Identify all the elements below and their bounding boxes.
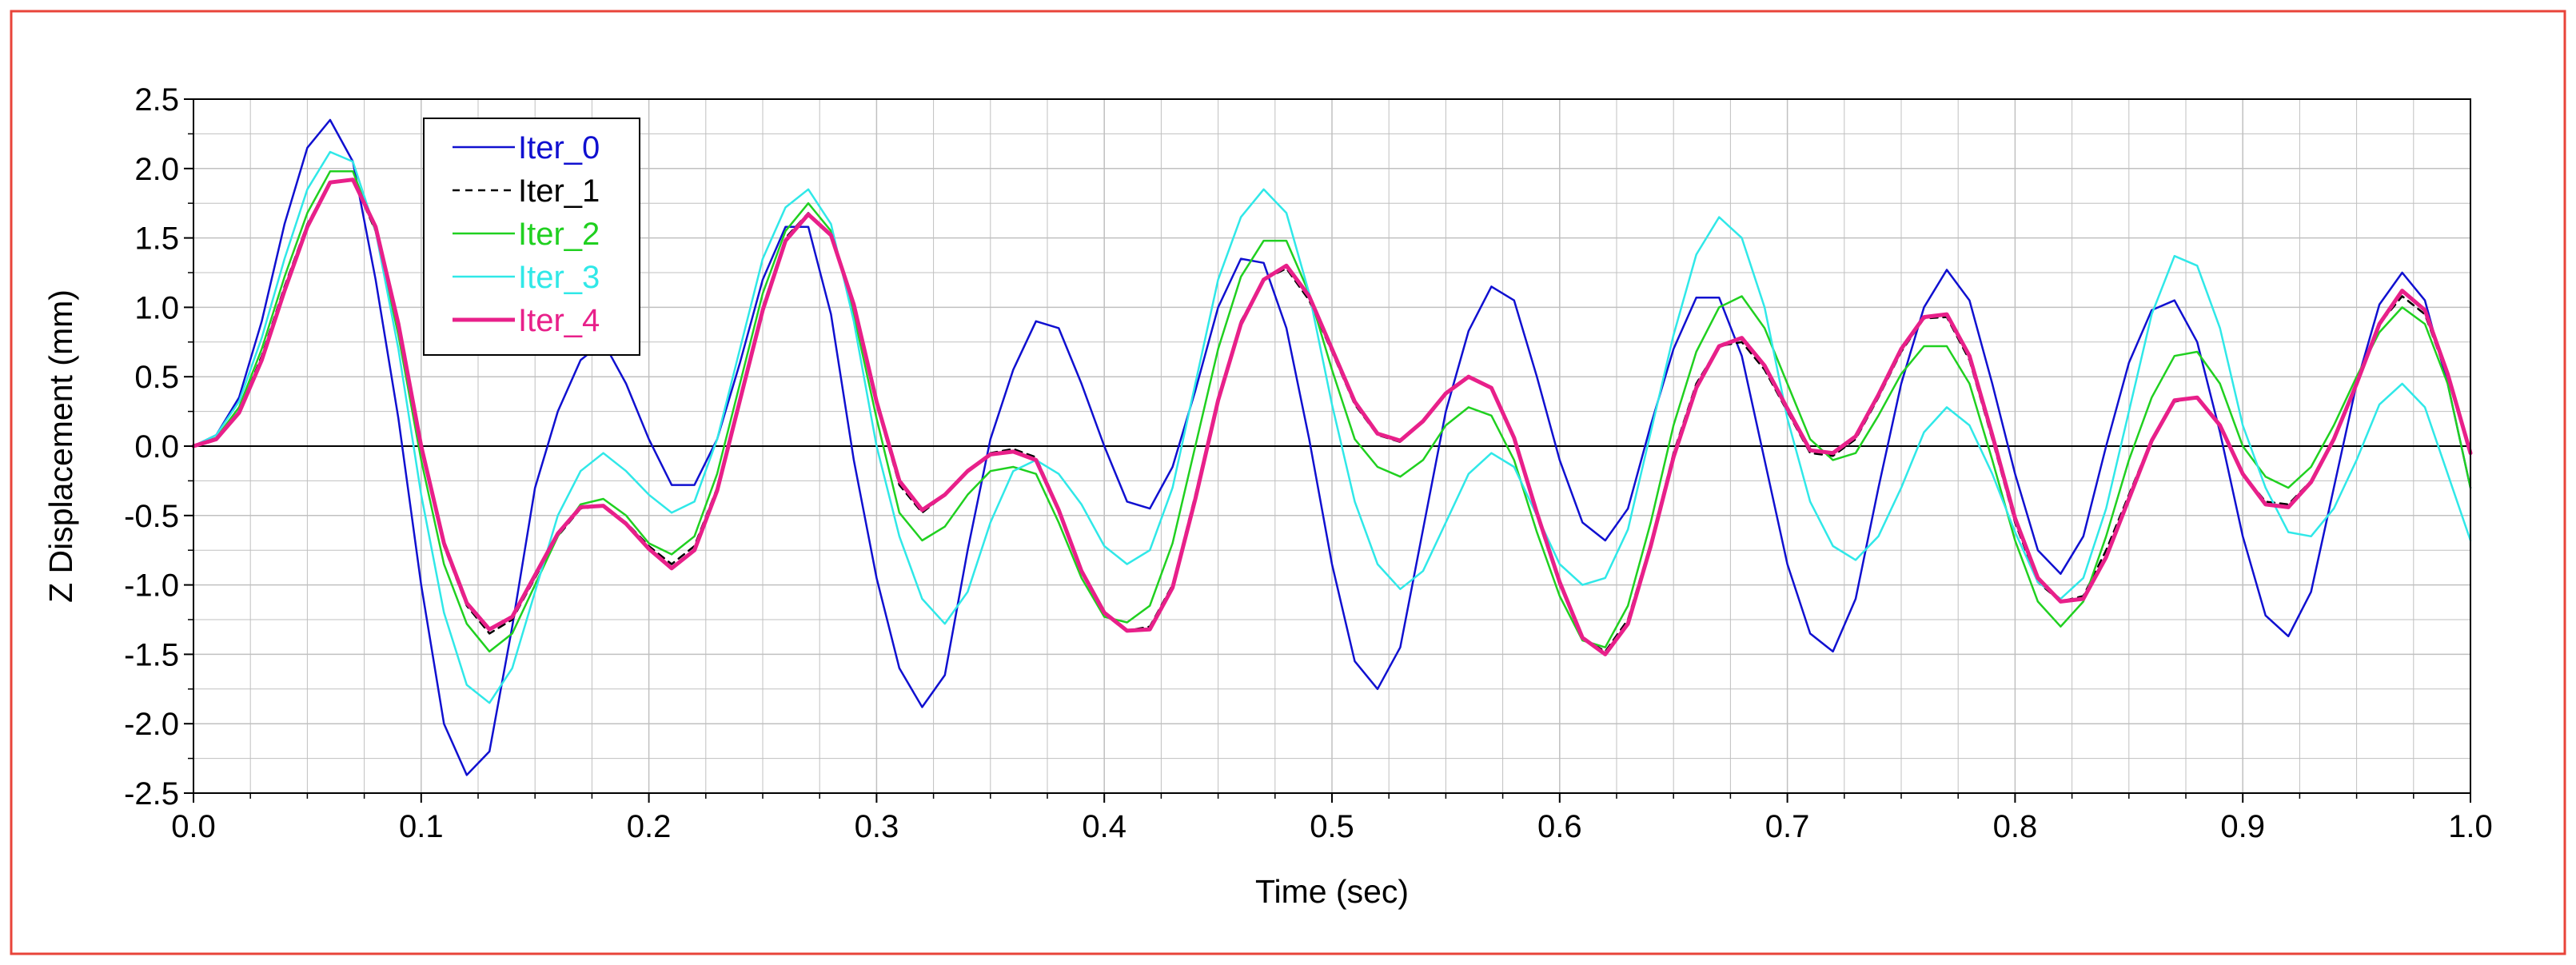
y-tick-label: 2.0 <box>134 152 179 187</box>
x-tick-label: 0.4 <box>1082 809 1127 844</box>
series-lines <box>191 118 2473 776</box>
legend-box <box>423 118 640 356</box>
y-tick-label: 2.5 <box>134 82 179 118</box>
y-tick-label: 0.5 <box>134 360 179 395</box>
legend-label-iter-0: Iter_0 <box>518 130 600 165</box>
y-tick-label: 0.0 <box>134 429 179 465</box>
x-tick-label: 0.7 <box>1765 809 1810 844</box>
series-line-iter-0 <box>192 118 2472 776</box>
y-tick-label: 1.5 <box>134 221 179 257</box>
y-axis-ticks: 2.5 2.0 1.5 1.0 0.5 0.0 -0.5 -1.0 -1.5 -2.0 -2.5 <box>124 82 193 811</box>
x-tick-label: 0.5 <box>1310 809 1354 844</box>
legend-label-iter-4: Iter_4 <box>518 303 600 338</box>
legend-label-iter-1: Iter_1 <box>518 173 600 209</box>
series-line-iter-3 <box>192 150 2472 704</box>
legend-label-iter-2: Iter_2 <box>518 217 600 252</box>
y-tick-label: -1.5 <box>124 637 179 672</box>
x-tick-label: 1.0 <box>2448 809 2493 844</box>
y-tick-label: -2.0 <box>124 707 179 742</box>
series-line-iter-4 <box>191 177 2473 656</box>
x-axis-ticks: 0.0 0.1 0.2 0.3 0.4 0.5 0.6 0.7 0.8 0.9 1.0 <box>171 793 2493 844</box>
y-tick-label: 1.0 <box>134 290 179 325</box>
x-tick-label: 0.9 <box>2220 809 2265 844</box>
x-tick-label: 0.8 <box>1993 809 2038 844</box>
legend: Iter_0 Iter_1 Iter_2 Iter_3 Iter_4 <box>423 118 640 356</box>
x-axis-label: Time (sec) <box>1255 873 1409 910</box>
y-tick-label: -2.5 <box>124 776 179 811</box>
x-tick-label: 0.3 <box>855 809 899 844</box>
x-tick-label: 0.2 <box>627 809 672 844</box>
x-tick-label: 0.1 <box>399 809 444 844</box>
legend-label-iter-3: Iter_3 <box>518 260 600 295</box>
y-tick-label: -1.0 <box>124 568 179 604</box>
x-tick-label: 0.6 <box>1537 809 1582 844</box>
x-tick-label: 0.0 <box>171 809 216 844</box>
y-tick-label: -0.5 <box>124 499 179 534</box>
y-axis-label: Z Displacement (mm) <box>42 289 79 603</box>
